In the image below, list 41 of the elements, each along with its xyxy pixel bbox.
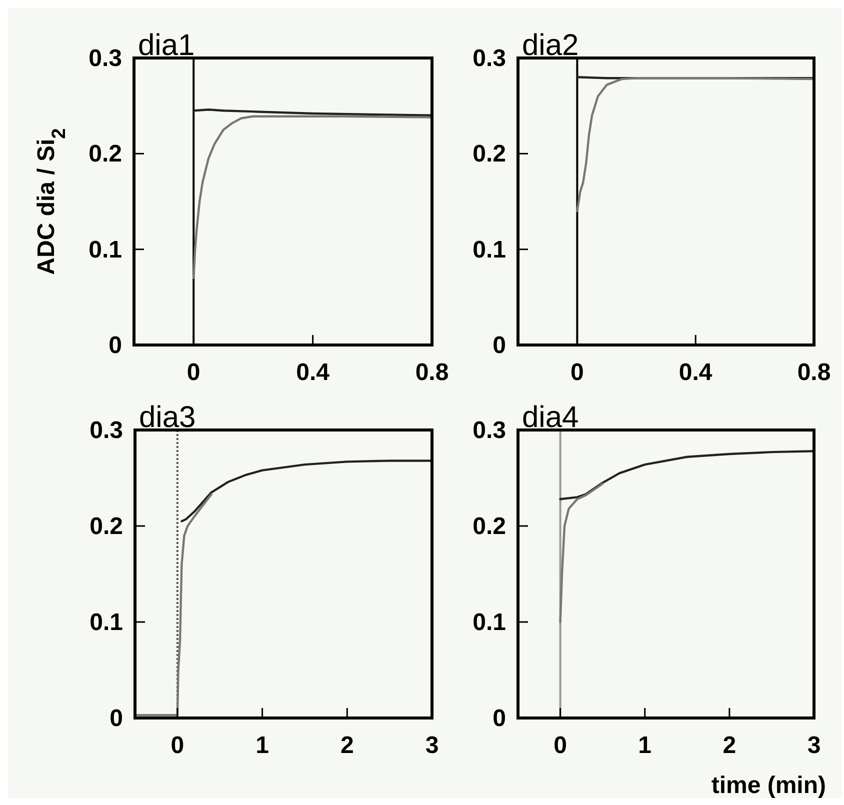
chart-title: dia1 (138, 29, 195, 62)
y-tick-label: 0 (492, 705, 506, 732)
y-tick-label: 0.1 (472, 236, 506, 264)
line-series (192, 115, 434, 280)
x-tick-label: 1 (256, 732, 269, 759)
x-tick-label: 0 (554, 732, 567, 759)
x-tick-label: 2 (722, 732, 736, 759)
x-tick-label: 1 (638, 732, 652, 759)
y-tick-label: 0 (108, 332, 122, 359)
y-tick-label: 0.3 (472, 417, 506, 444)
y-tick-label: 0.3 (472, 45, 506, 72)
x-tick-label: 0 (570, 359, 584, 386)
y-tick-label: 0.1 (472, 609, 506, 636)
chart-title: dia3 (139, 401, 196, 434)
y-tick-label: 0.3 (90, 417, 123, 444)
chart-title: dia2 (522, 29, 579, 62)
line-series (576, 76, 816, 212)
line-series (559, 482, 604, 624)
x-tick-label: 0.4 (296, 359, 330, 386)
x-tick-label: 3 (425, 732, 439, 759)
y-tick-label: 0.2 (88, 140, 122, 168)
x-axis-title: time (min) (711, 772, 826, 799)
x-tick-label: 0 (170, 732, 184, 759)
y-tick-label: 0.3 (88, 45, 122, 72)
y-tick-label: 0.2 (472, 513, 506, 540)
x-tick-label: 0.4 (678, 359, 713, 386)
line-series (180, 460, 434, 522)
x-tick-label: 0 (186, 359, 200, 386)
y-tick-label: 0.2 (472, 140, 506, 168)
x-tick-label: 0.8 (797, 359, 831, 386)
y-tick-label: 0 (492, 332, 506, 359)
x-tick-label: 3 (807, 732, 821, 759)
chart-title: dia4 (522, 401, 579, 434)
x-tick-label: 2 (340, 732, 354, 759)
y-tick-label: 0.2 (90, 513, 123, 540)
y-tick-label: 0.1 (88, 236, 122, 264)
line-series (559, 450, 816, 500)
line-series (134, 493, 212, 716)
y-tick-label: 0.1 (90, 609, 123, 636)
x-tick-label: 0.8 (415, 359, 449, 386)
y-tick-label: 0 (110, 705, 123, 732)
